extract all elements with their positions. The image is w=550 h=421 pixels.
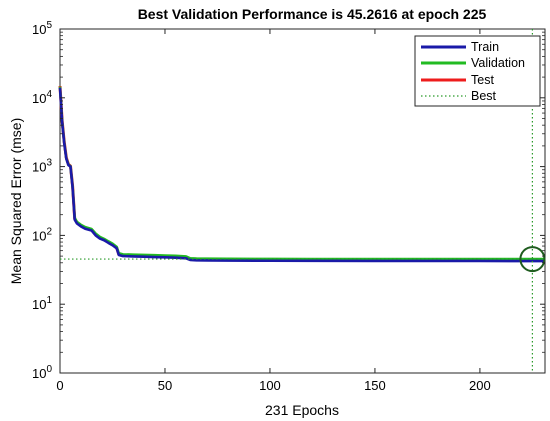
y-tick-label: 105 [32,20,52,37]
y-tick-label: 104 [32,89,52,106]
legend-label-validation: Validation [471,56,525,70]
legend-label-train: Train [471,40,499,54]
tick-layer: 0 50 100 150 200 100 101 102 103 104 105 [32,20,545,393]
legend: Train Validation Test Best [414,35,541,107]
best-marker [519,246,546,273]
legend-label-test: Test [471,73,494,87]
x-tick-label: 0 [56,378,63,393]
y-tick-label: 100 [32,364,52,381]
chart-title: Best Validation Performance is 45.2616 a… [138,6,487,22]
y-tick-label: 103 [32,158,52,175]
x-tick-label: 200 [469,378,491,393]
x-axis-label: 231 Epochs [265,402,339,418]
x-tick-label: 100 [259,378,281,393]
series-line-train [58,87,546,263]
legend-label-best: Best [471,89,497,103]
x-tick-label: 150 [364,378,386,393]
y-tick-label: 102 [32,226,52,243]
y-axis-label: Mean Squared Error (mse) [8,118,24,285]
y-tick-label: 101 [32,295,52,312]
x-tick-label: 50 [158,378,172,393]
